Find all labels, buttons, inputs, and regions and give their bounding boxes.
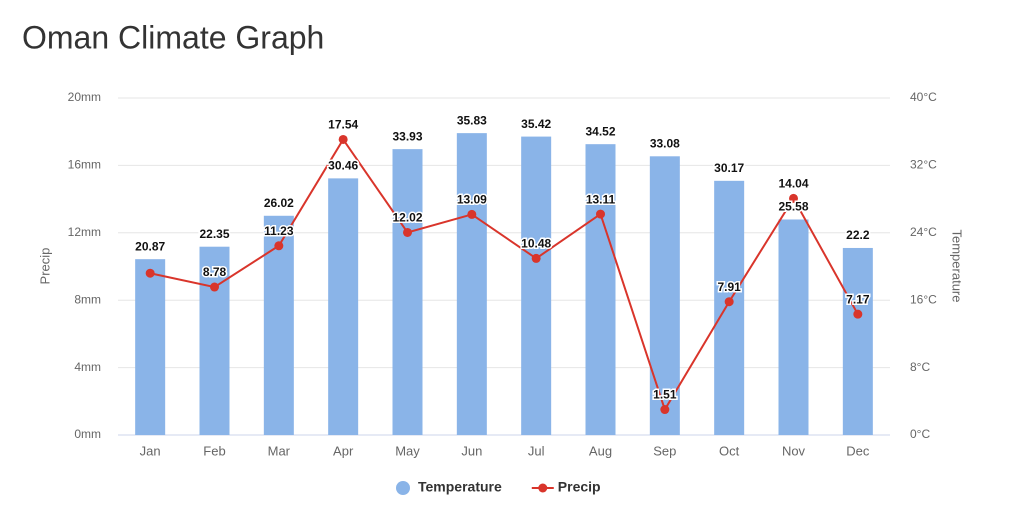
y-tick-label: 8mm (74, 292, 101, 306)
data-label: 7.17 (846, 292, 870, 306)
x-tick-label: Jul (528, 443, 545, 458)
x-tick-label: Jan (140, 443, 161, 458)
legend-marker (396, 481, 410, 495)
y2-tick-label: 0°C (910, 427, 930, 441)
data-label: 35.42 (521, 117, 551, 131)
data-label: 12.02 (392, 211, 422, 225)
x-tick-label: Jun (461, 443, 482, 458)
bar (456, 133, 487, 435)
data-label: 17.54 (328, 118, 358, 132)
y-axis-title: Precip (37, 248, 52, 285)
data-label: 33.93 (392, 129, 422, 143)
bar (649, 156, 680, 435)
data-label: 10.48 (521, 237, 551, 251)
data-label: 33.08 (650, 136, 680, 150)
point (724, 297, 734, 307)
data-label: 13.11 (586, 192, 616, 206)
bar (199, 246, 230, 435)
point (467, 209, 477, 219)
bar (392, 149, 423, 435)
bar (328, 178, 359, 435)
y-tick-label: 4mm (74, 360, 101, 374)
point (274, 241, 284, 251)
y2-tick-label: 8°C (910, 360, 930, 374)
legend-label[interactable]: Precip (558, 479, 601, 495)
x-tick-label: Dec (846, 443, 870, 458)
data-label: 7.91 (717, 280, 741, 294)
point (531, 253, 541, 263)
point (338, 134, 348, 144)
bar (135, 259, 166, 435)
bar (842, 247, 873, 435)
data-label: 11.23 (264, 224, 294, 238)
x-tick-label: Oct (719, 443, 740, 458)
point (789, 193, 798, 203)
bar (521, 136, 552, 436)
point (403, 227, 412, 237)
line (149, 137, 859, 412)
legend-label[interactable]: Temperature (418, 479, 502, 495)
point (596, 209, 605, 219)
y2-tick-label: 16°C (910, 292, 937, 306)
data-label: 30.46 (328, 159, 358, 173)
data-label: 22.2 (846, 228, 870, 242)
bar (778, 219, 809, 435)
y-tick-label: 20mm (68, 90, 101, 104)
y2-tick-label: 32°C (910, 158, 937, 172)
x-tick-label: May (395, 443, 420, 458)
data-label: 35.83 (457, 113, 487, 127)
data-label: 14.04 (778, 177, 808, 191)
point (210, 282, 219, 292)
data-label: 34.52 (585, 124, 615, 138)
y2-axis-title: Temperature (950, 230, 965, 303)
x-tick-label: Apr (333, 443, 354, 458)
data-label: 26.02 (264, 196, 294, 210)
x-tick-label: Sep (653, 443, 676, 458)
point (660, 405, 670, 415)
data-label: 22.35 (199, 227, 229, 241)
data-label: 1.51 (653, 388, 677, 402)
data-label: 20.87 (135, 239, 165, 253)
y-tick-label: 0mm (74, 427, 101, 441)
data-label: 8.78 (203, 265, 227, 279)
bar (585, 144, 616, 435)
y2-tick-label: 24°C (910, 225, 937, 239)
x-tick-label: Feb (203, 443, 225, 458)
chart-title: Oman Climate Graph (22, 19, 324, 55)
x-tick-label: Mar (268, 443, 291, 458)
data-label: 25.58 (778, 200, 808, 214)
x-tick-label: Aug (589, 443, 612, 458)
y2-tick-label: 40°C (910, 90, 937, 104)
y-tick-label: 12mm (68, 225, 101, 239)
data-label: 13.09 (457, 193, 487, 207)
x-tick-label: Nov (782, 443, 806, 458)
point (853, 309, 863, 319)
y-tick-label: 16mm (68, 158, 101, 172)
legend-marker (538, 483, 548, 493)
data-label: 30.17 (714, 161, 744, 175)
point (145, 268, 155, 278)
bar (714, 180, 745, 435)
